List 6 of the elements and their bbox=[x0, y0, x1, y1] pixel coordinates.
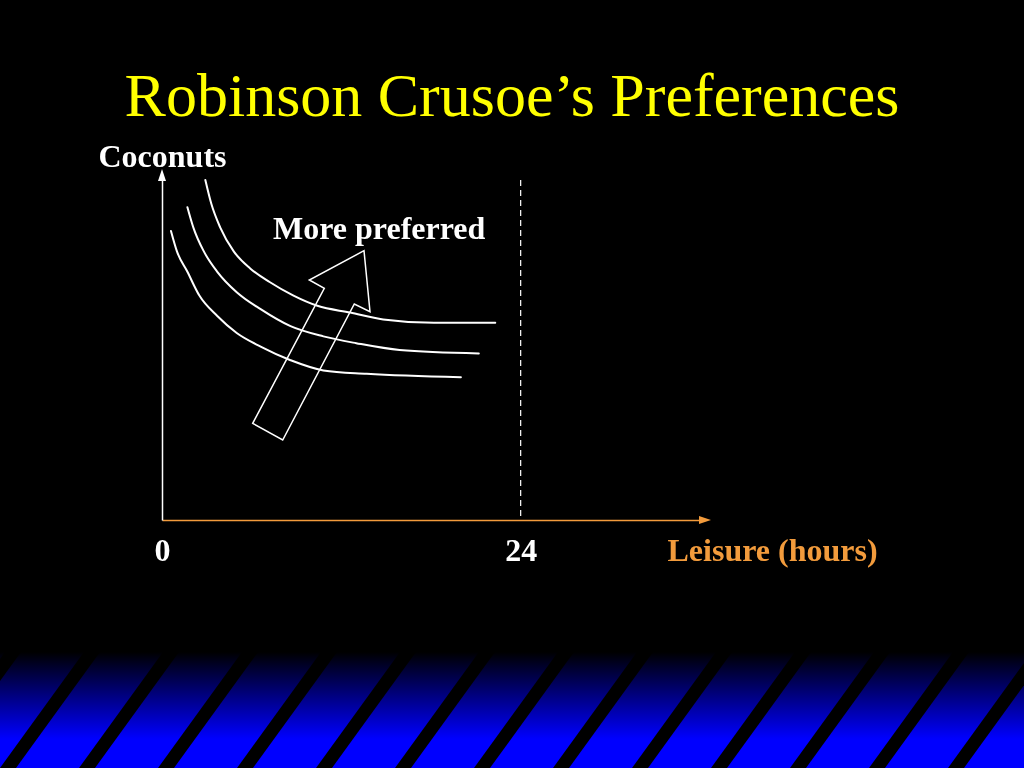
y-axis-title: Coconuts bbox=[98, 137, 227, 174]
x-axis-title: Leisure (hours) bbox=[667, 531, 878, 568]
chart-title: Robinson Crusoe’s Preferences bbox=[123, 61, 901, 129]
x-tick-label: 24 bbox=[505, 531, 538, 568]
x-tick-label: 0 bbox=[154, 531, 171, 568]
annotation: More preferred bbox=[273, 210, 486, 246]
